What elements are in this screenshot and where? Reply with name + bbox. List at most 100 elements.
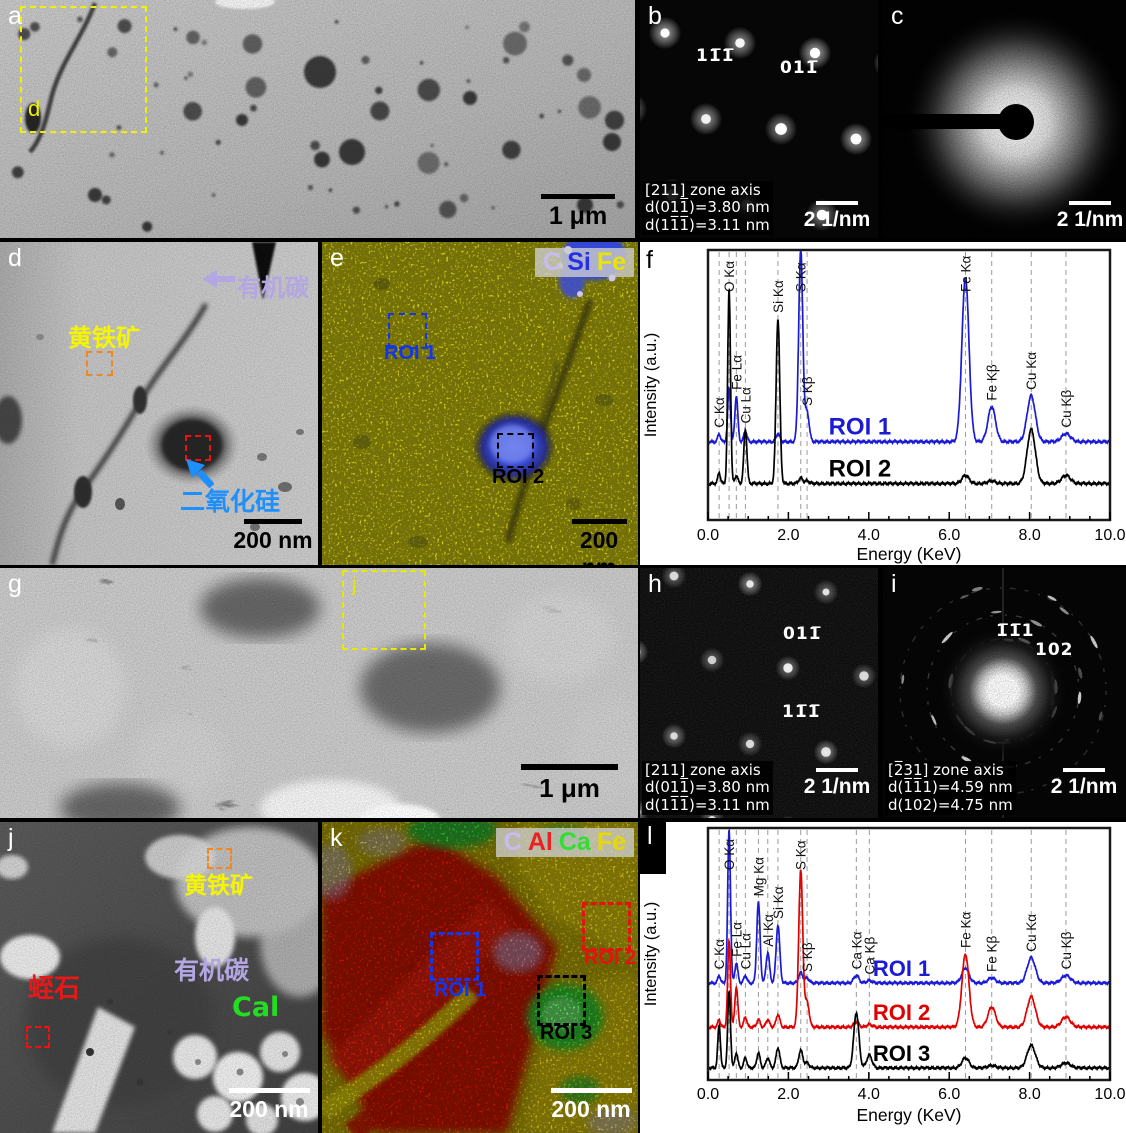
inset-box-j — [342, 570, 426, 650]
scale-bar-line — [521, 764, 618, 770]
panel-j-sem-closeup: j 黄铁矿 蛭石 有机碳 Cal 200 nm — [0, 822, 318, 1133]
scale-bar-e: 200 nm — [560, 519, 638, 565]
svg-text:Si Kα: Si Kα — [771, 886, 786, 919]
panel-d-tem-closeup: d 有机碳 黄铁矿 二氧化硅 200 nm — [0, 242, 318, 565]
panel-label-i: i — [891, 570, 897, 598]
scale-bar-a: 1 μm — [528, 194, 628, 231]
svg-text:Cu Lα: Cu Lα — [738, 387, 753, 424]
svg-text:ROI 3: ROI 3 — [873, 1041, 930, 1066]
svg-text:4.0: 4.0 — [858, 527, 880, 544]
scale-bar-line — [244, 519, 302, 524]
roi-box-silica — [185, 435, 211, 461]
zone-axis-info-b: [211] zone axis d(011̅)=3.80 nm d(11̅1̅)… — [642, 180, 773, 235]
svg-text:Cu Kα: Cu Kα — [1024, 352, 1039, 390]
svg-text:S Kα: S Kα — [794, 840, 809, 870]
arrow-silica — [186, 459, 214, 488]
roi-2-label: ROI 2 — [492, 466, 545, 488]
panel-label-l-backdrop: l — [640, 822, 666, 874]
annotation-organic-carbon-j: 有机碳 — [174, 956, 250, 985]
spot-label-011: 011̅ — [780, 58, 819, 78]
annotation-pyrite: 黄铁矿 — [68, 324, 140, 352]
scale-bar-text: 2 1/nm — [1050, 775, 1118, 798]
panel-f-eds-spectrum: ROI 1 ROI 2 C Kα O Kα Fe Lα Cu Lα Si Kα S Kα S K… — [640, 242, 1126, 565]
eds-map-image-k — [322, 822, 638, 1133]
svg-text:4.0: 4.0 — [858, 1086, 880, 1103]
panel-label-k: k — [330, 824, 343, 852]
svg-text:6.0: 6.0 — [938, 1086, 960, 1103]
svg-text:Cu Kβ: Cu Kβ — [1059, 390, 1074, 428]
svg-text:C Kα: C Kα — [712, 397, 727, 428]
scale-bar-b: 2 1/nm — [798, 201, 876, 232]
annotation-pyrite-j: 黄铁矿 — [184, 873, 253, 899]
scale-bar-line — [571, 519, 627, 524]
scale-bar-text: 1 μm — [548, 202, 608, 230]
annotation-calcite: Cal — [232, 992, 280, 1023]
info-line: d(102)=4.75 nm — [888, 795, 1013, 814]
roi-2-box — [497, 433, 534, 468]
panel-b-saed: b 11̅1̅ 011̅ [211] zone axis d(011̅)=3.8… — [640, 0, 878, 238]
info-line: d(011̅)=3.80 nm — [645, 198, 770, 216]
inset-box-j-label: j — [352, 574, 357, 596]
legend-Fe: Fe — [596, 828, 626, 856]
roi-2-box-k — [582, 902, 631, 951]
legend-C: C — [543, 248, 562, 276]
inset-box-d — [20, 6, 147, 133]
info-line: d(1̅1̅1)=4.59 nm — [888, 778, 1013, 796]
svg-text:6.0: 6.0 — [938, 527, 960, 544]
legend-C: C — [503, 828, 522, 856]
svg-text:Si Kα: Si Kα — [771, 280, 786, 313]
svg-text:C Kα: C Kα — [712, 939, 727, 970]
legend-Ca: Ca — [558, 828, 591, 856]
scale-bar-line — [541, 194, 615, 199]
svg-text:Intensity (a.u.): Intensity (a.u.) — [642, 902, 660, 1007]
panel-label-f: f — [646, 246, 653, 274]
svg-text:Cu Lα: Cu Lα — [738, 933, 753, 970]
spot-label-102: 102 — [1035, 640, 1074, 660]
roi-box-pyrite-j — [207, 848, 232, 869]
spot-label-111: 11̅1̅ — [782, 702, 821, 722]
svg-text:Mg Kα: Mg Kα — [751, 857, 766, 897]
info-line: d(11̅1̅)=3.11 nm — [645, 795, 770, 814]
spot-label-111: 1̅1̅1 — [996, 621, 1035, 641]
element-legend-e: C Si Fe — [535, 248, 634, 277]
scale-bar-j: 200 nm — [224, 1088, 314, 1123]
scale-bar-text: 200 nm — [579, 527, 619, 565]
legend-Fe: Fe — [596, 248, 626, 276]
roi-1-label-k: ROI 1 — [434, 979, 487, 1001]
annotation-vermiculite: 蛭石 — [28, 974, 81, 1004]
panel-label-g: g — [8, 570, 22, 598]
svg-text:Fe Kα: Fe Kα — [958, 911, 973, 948]
svg-text:2.0: 2.0 — [777, 527, 799, 544]
sem-image-j — [0, 822, 318, 1133]
svg-text:0.0: 0.0 — [697, 527, 719, 544]
spot-label-111: 11̅1̅ — [696, 46, 735, 66]
svg-text:S Kβ: S Kβ — [800, 942, 815, 972]
scale-bar-line — [550, 1088, 632, 1093]
arrow-organic-carbon — [202, 270, 235, 288]
panel-a-tem-overview: a d 1 μm — [0, 0, 635, 238]
roi-3-box-k — [537, 975, 586, 1026]
svg-text:Energy (KeV): Energy (KeV) — [856, 1105, 961, 1125]
svg-text:O Kα: O Kα — [722, 261, 737, 292]
panel-g-sem-overview: g j 1 μm — [0, 568, 638, 818]
scale-bar-text: 200 nm — [233, 527, 313, 553]
inset-box-d-label: d — [28, 96, 41, 121]
info-line: d(11̅1̅)=3.11 nm — [645, 215, 770, 234]
svg-text:Fe Kβ: Fe Kβ — [985, 935, 1000, 972]
scale-bar-text: 200 nm — [229, 1096, 309, 1122]
scale-bar-h: 2 1/nm — [798, 768, 876, 799]
tem-image-a — [0, 0, 635, 238]
info-line: [2̅31] zone axis — [888, 760, 1004, 779]
zone-axis-info-h: [211] zone axis d(011̅)=3.80 nm d(11̅1̅)… — [642, 760, 773, 815]
legend-Si: Si — [567, 248, 591, 276]
scale-bar-i: 2 1/nm — [1045, 768, 1123, 799]
panel-label-h: h — [648, 570, 662, 598]
zone-axis-info-i: [2̅31] zone axis d(1̅1̅1)=4.59 nm d(102)… — [885, 760, 1016, 815]
scale-bar-text: 200 nm — [551, 1096, 631, 1122]
info-line: d(011̅)=3.80 nm — [645, 778, 770, 796]
svg-text:ROI 2: ROI 2 — [829, 456, 892, 483]
